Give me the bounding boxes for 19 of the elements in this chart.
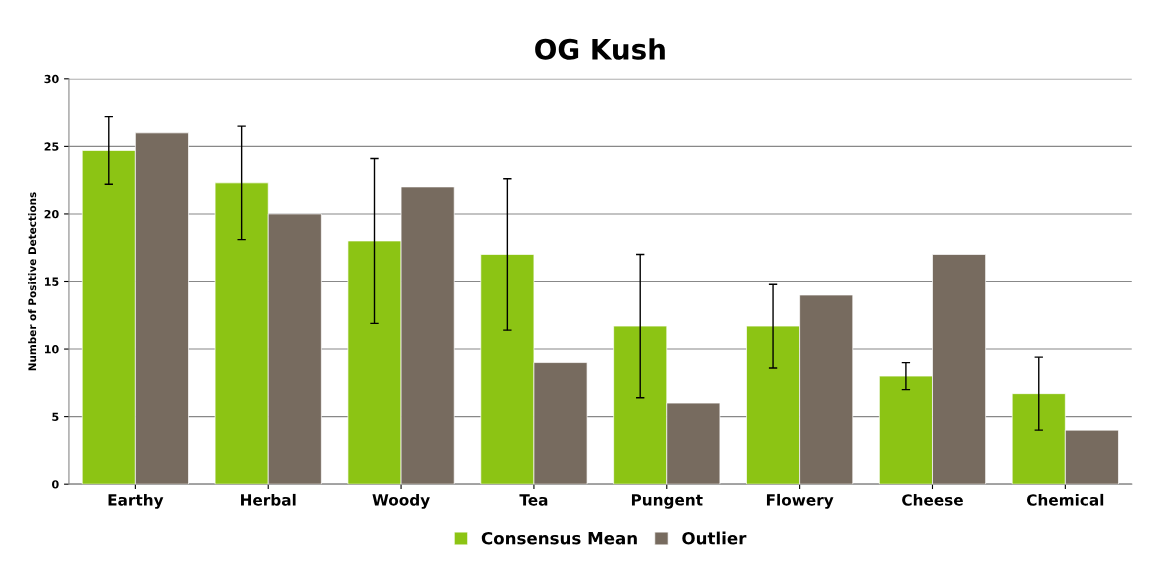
- x-tick-label: Chemical: [1026, 493, 1104, 506]
- y-tick-label: 20: [44, 209, 59, 219]
- y-tick-label: 5: [52, 412, 59, 421]
- x-tick-label: Herbal: [241, 493, 296, 506]
- x-tick-label: Earthy: [108, 493, 164, 509]
- chart-title: OG Kush: [535, 38, 665, 60]
- x-tick-label: Flowery: [766, 493, 834, 509]
- legend-label: Consensus Mean: [481, 531, 637, 545]
- x-tick-label: Woody: [372, 493, 430, 509]
- y-tick-label: 0: [52, 480, 59, 489]
- y-tick-label: 30: [44, 74, 59, 84]
- x-tick-label: Tea: [519, 494, 548, 506]
- x-tick-label: Pungent: [631, 494, 703, 509]
- y-tick-label: 10: [45, 345, 59, 354]
- y-tick-label: 25: [44, 142, 59, 151]
- legend-label: Outlier: [682, 531, 747, 545]
- x-tick-label: Cheese: [902, 493, 963, 506]
- y-axis-title: Number of Positive Detections: [28, 192, 37, 371]
- y-tick-label: 15: [45, 277, 59, 286]
